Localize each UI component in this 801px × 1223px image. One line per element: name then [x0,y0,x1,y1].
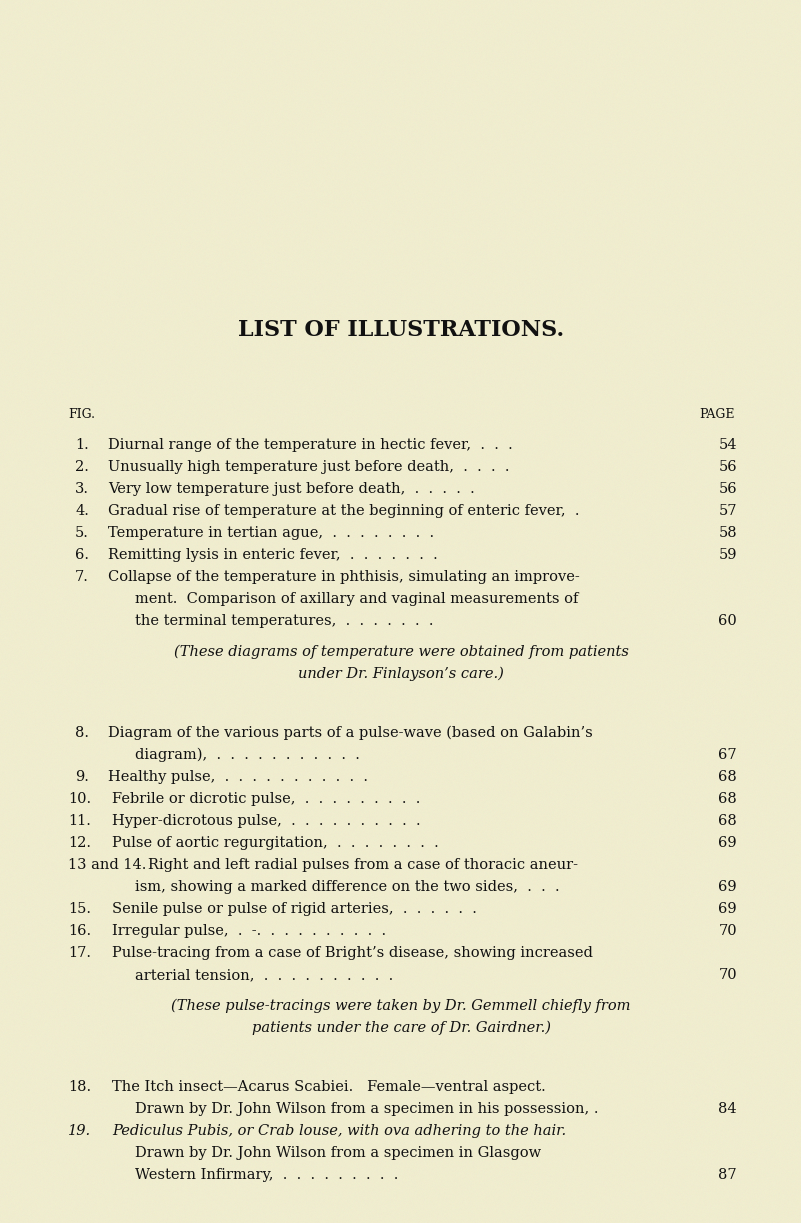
Text: LIST OF ILLUSTRATIONS.: LIST OF ILLUSTRATIONS. [238,319,564,341]
Text: 84: 84 [718,1102,737,1117]
Text: (These diagrams of temperature were obtained from patients: (These diagrams of temperature were obta… [174,645,629,659]
Text: 59: 59 [718,548,737,563]
Text: Western Infirmary,  .  .  .  .  .  .  .  .  .: Western Infirmary, . . . . . . . . . [135,1168,398,1183]
Text: 13 and 14.: 13 and 14. [68,859,147,872]
Text: 56: 56 [718,482,737,497]
Text: Diurnal range of the temperature in hectic fever,  .  .  .: Diurnal range of the temperature in hect… [108,438,513,453]
Text: 6.: 6. [75,548,89,563]
Text: Diagram of the various parts of a pulse-wave (based on Galabin’s: Diagram of the various parts of a pulse-… [108,726,593,740]
Text: 2.: 2. [75,460,89,475]
Text: Remitting lysis in enteric fever,  .  .  .  .  .  .  .: Remitting lysis in enteric fever, . . . … [108,548,438,563]
Text: 68: 68 [718,815,737,828]
Text: 87: 87 [718,1168,737,1183]
Text: 8.: 8. [75,726,89,740]
Text: Gradual rise of temperature at the beginning of enteric fever,  .: Gradual rise of temperature at the begin… [108,504,579,519]
Text: Pulse-tracing from a case of Bright’s disease, showing increased: Pulse-tracing from a case of Bright’s di… [112,947,593,960]
Text: Temperature in tertian ague,  .  .  .  .  .  .  .  .: Temperature in tertian ague, . . . . . .… [108,526,434,541]
Text: The Itch insect—Acarus Scabiei.   Female—ventral aspect.: The Itch insect—Acarus Scabiei. Female—v… [112,1080,545,1095]
Text: 69: 69 [718,837,737,850]
Text: FIG.: FIG. [68,408,95,422]
Text: 18.: 18. [68,1080,91,1095]
Text: 4.: 4. [75,504,89,519]
Text: 16.: 16. [68,925,91,938]
Text: (These pulse-tracings were taken by Dr. Gemmell chiefly from: (These pulse-tracings were taken by Dr. … [171,999,630,1013]
Text: patients under the care of Dr. Gairdner.): patients under the care of Dr. Gairdner.… [252,1021,550,1035]
Text: 9.: 9. [75,770,89,784]
Text: Unusually high temperature just before death,  .  .  .  .: Unusually high temperature just before d… [108,460,509,475]
Text: ism, showing a marked difference on the two sides,  .  .  .: ism, showing a marked difference on the … [135,881,560,894]
Text: 11.: 11. [68,815,91,828]
Text: Very low temperature just before death,  .  .  .  .  .: Very low temperature just before death, … [108,482,475,497]
Text: 10.: 10. [68,793,91,806]
Text: PAGE: PAGE [699,408,735,422]
Text: 68: 68 [718,793,737,806]
Text: Right and left radial pulses from a case of thoracic aneur-: Right and left radial pulses from a case… [148,859,578,872]
Text: 56: 56 [718,460,737,475]
Text: 5.: 5. [75,526,89,541]
Text: Febrile or dicrotic pulse,  .  .  .  .  .  .  .  .  .: Febrile or dicrotic pulse, . . . . . . .… [112,793,421,806]
Text: Collapse of the temperature in phthisis, simulating an improve-: Collapse of the temperature in phthisis,… [108,570,580,585]
Text: Hyper-dicrotous pulse,  .  .  .  .  .  .  .  .  .  .: Hyper-dicrotous pulse, . . . . . . . . .… [112,815,421,828]
Text: 70: 70 [718,969,737,982]
Text: Pulse of aortic regurgitation,  .  .  .  .  .  .  .  .: Pulse of aortic regurgitation, . . . . .… [112,837,439,850]
Text: arterial tension,  .  .  .  .  .  .  .  .  .  .: arterial tension, . . . . . . . . . . [135,969,393,982]
Text: Senile pulse or pulse of rigid arteries,  .  .  .  .  .  .: Senile pulse or pulse of rigid arteries,… [112,903,477,916]
Text: 1.: 1. [75,438,89,453]
Text: 70: 70 [718,925,737,938]
Text: 60: 60 [718,614,737,627]
Text: Pediculus Pubis, or Crab louse, with ova adhering to the hair.: Pediculus Pubis, or Crab louse, with ova… [112,1124,566,1139]
Text: 19.: 19. [68,1124,91,1139]
Text: 58: 58 [718,526,737,541]
Text: 15.: 15. [68,903,91,916]
Text: Irregular pulse,  .  -.  .  .  .  .  .  .  .  .  .: Irregular pulse, . -. . . . . . . . . . [112,925,386,938]
Text: 17.: 17. [68,947,91,960]
Text: 7.: 7. [75,570,89,585]
Text: under Dr. Finlayson’s care.): under Dr. Finlayson’s care.) [298,667,504,681]
Text: 69: 69 [718,903,737,916]
Text: 12.: 12. [68,837,91,850]
Text: Healthy pulse,  .  .  .  .  .  .  .  .  .  .  .: Healthy pulse, . . . . . . . . . . . [108,770,368,784]
Text: diagram),  .  .  .  .  .  .  .  .  .  .  .: diagram), . . . . . . . . . . . [135,748,360,762]
Text: 69: 69 [718,881,737,894]
Text: Drawn by Dr. John Wilson from a specimen in Glasgow: Drawn by Dr. John Wilson from a specimen… [135,1146,541,1161]
Text: 68: 68 [718,770,737,784]
Text: ment.  Comparison of axillary and vaginal measurements of: ment. Comparison of axillary and vaginal… [135,592,578,607]
Text: 57: 57 [718,504,737,519]
Text: 67: 67 [718,748,737,762]
Text: 3.: 3. [75,482,89,497]
Text: 54: 54 [718,438,737,453]
Text: Drawn by Dr. John Wilson from a specimen in his possession, .: Drawn by Dr. John Wilson from a specimen… [135,1102,598,1117]
Text: the terminal temperatures,  .  .  .  .  .  .  .: the terminal temperatures, . . . . . . . [135,614,433,627]
